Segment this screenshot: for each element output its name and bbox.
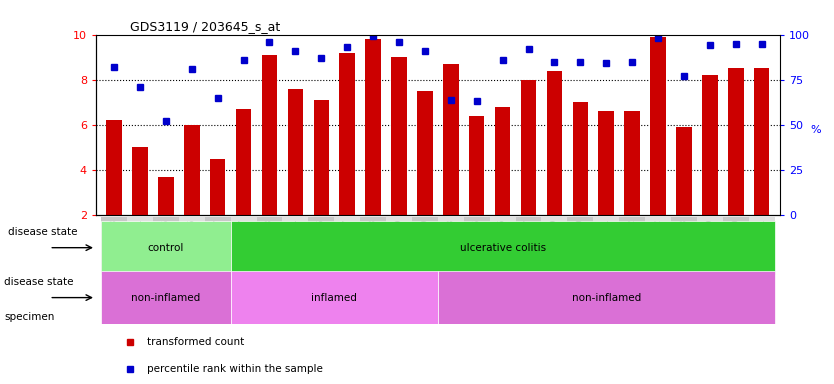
Bar	[599, 111, 614, 215]
Bar	[339, 53, 355, 215]
Bar	[754, 68, 770, 215]
Bar	[132, 147, 148, 215]
Bar	[231, 221, 775, 275]
Bar	[360, 217, 386, 275]
Text: disease state: disease state	[4, 277, 73, 287]
Text: GSM239617: GSM239617	[239, 219, 248, 265]
Bar	[178, 217, 204, 275]
Text: GSM240025: GSM240025	[161, 219, 170, 265]
Text: GDS3119 / 203645_s_at: GDS3119 / 203645_s_at	[130, 20, 280, 33]
Text: transformed count: transformed count	[148, 337, 244, 347]
Bar	[697, 217, 723, 275]
Bar	[127, 217, 153, 275]
Bar	[262, 55, 277, 215]
Text: GSM240028: GSM240028	[680, 219, 688, 265]
Bar	[231, 217, 257, 275]
Bar	[702, 75, 717, 215]
Text: percentile rank within the sample: percentile rank within the sample	[148, 364, 323, 374]
Text: non-inflamed: non-inflamed	[571, 293, 641, 303]
Bar	[236, 109, 251, 215]
Bar	[464, 217, 490, 275]
Text: GSM240029: GSM240029	[706, 219, 715, 265]
Bar	[567, 217, 593, 275]
Bar	[365, 39, 381, 215]
Bar	[106, 120, 122, 215]
Bar	[288, 89, 303, 215]
Text: GSM239726: GSM239726	[498, 219, 507, 265]
Bar	[573, 102, 588, 215]
Text: control: control	[148, 243, 184, 253]
Bar	[443, 64, 459, 215]
Text: disease state: disease state	[8, 227, 78, 237]
Bar	[153, 217, 178, 275]
Bar	[101, 221, 231, 275]
Bar	[184, 125, 199, 215]
Bar	[101, 271, 231, 324]
Bar	[723, 217, 749, 275]
Bar	[417, 91, 433, 215]
Text: GSM240023: GSM240023	[109, 219, 118, 265]
Bar	[469, 116, 485, 215]
Bar	[520, 80, 536, 215]
Text: GSM239732: GSM239732	[628, 219, 636, 265]
Bar	[101, 217, 127, 275]
Bar	[671, 217, 697, 275]
Bar	[728, 68, 744, 215]
Text: GSM239727: GSM239727	[524, 219, 533, 265]
Text: ulcerative colitis: ulcerative colitis	[460, 243, 545, 253]
Text: GSM240027: GSM240027	[214, 219, 222, 265]
Bar	[257, 217, 283, 275]
Text: GSM240022: GSM240022	[654, 219, 662, 265]
Bar	[541, 217, 567, 275]
Bar	[515, 217, 541, 275]
Bar	[386, 217, 412, 275]
Text: inflamed: inflamed	[311, 293, 357, 303]
Text: GSM239618: GSM239618	[265, 219, 274, 265]
Text: GSM239714: GSM239714	[291, 219, 300, 265]
Text: GSM240026: GSM240026	[188, 219, 196, 265]
Bar	[495, 107, 510, 215]
Bar	[593, 217, 619, 275]
Bar	[490, 217, 515, 275]
Text: GSM240031: GSM240031	[757, 219, 766, 265]
Bar	[619, 217, 645, 275]
Bar	[204, 217, 231, 275]
Bar	[412, 217, 438, 275]
Bar	[391, 57, 407, 215]
Bar	[645, 217, 671, 275]
Text: GSM240024: GSM240024	[135, 219, 144, 265]
Text: GSM239717: GSM239717	[343, 219, 352, 265]
Bar	[438, 271, 775, 324]
Text: GSM239730: GSM239730	[575, 219, 585, 265]
Text: GSM239729: GSM239729	[550, 219, 559, 265]
Bar	[210, 159, 225, 215]
Text: GSM239720: GSM239720	[420, 219, 430, 265]
Bar	[546, 71, 562, 215]
Bar	[651, 37, 666, 215]
Y-axis label: %: %	[810, 125, 821, 135]
Text: GSM239725: GSM239725	[472, 219, 481, 265]
Text: GSM239718: GSM239718	[369, 219, 378, 265]
Text: specimen: specimen	[4, 312, 54, 322]
Text: GSM239723: GSM239723	[446, 219, 455, 265]
Text: GSM240030: GSM240030	[731, 219, 741, 265]
Bar	[749, 217, 775, 275]
Bar	[334, 217, 360, 275]
Bar	[676, 127, 691, 215]
Text: GSM239719: GSM239719	[394, 219, 404, 265]
Bar	[438, 217, 464, 275]
Bar	[625, 111, 640, 215]
Text: non-inflamed: non-inflamed	[131, 293, 200, 303]
Text: GSM239716: GSM239716	[317, 219, 326, 265]
Bar	[283, 217, 309, 275]
Bar	[231, 271, 438, 324]
Text: GSM239731: GSM239731	[601, 219, 610, 265]
Bar	[158, 177, 173, 215]
Bar	[309, 217, 334, 275]
Bar	[314, 100, 329, 215]
